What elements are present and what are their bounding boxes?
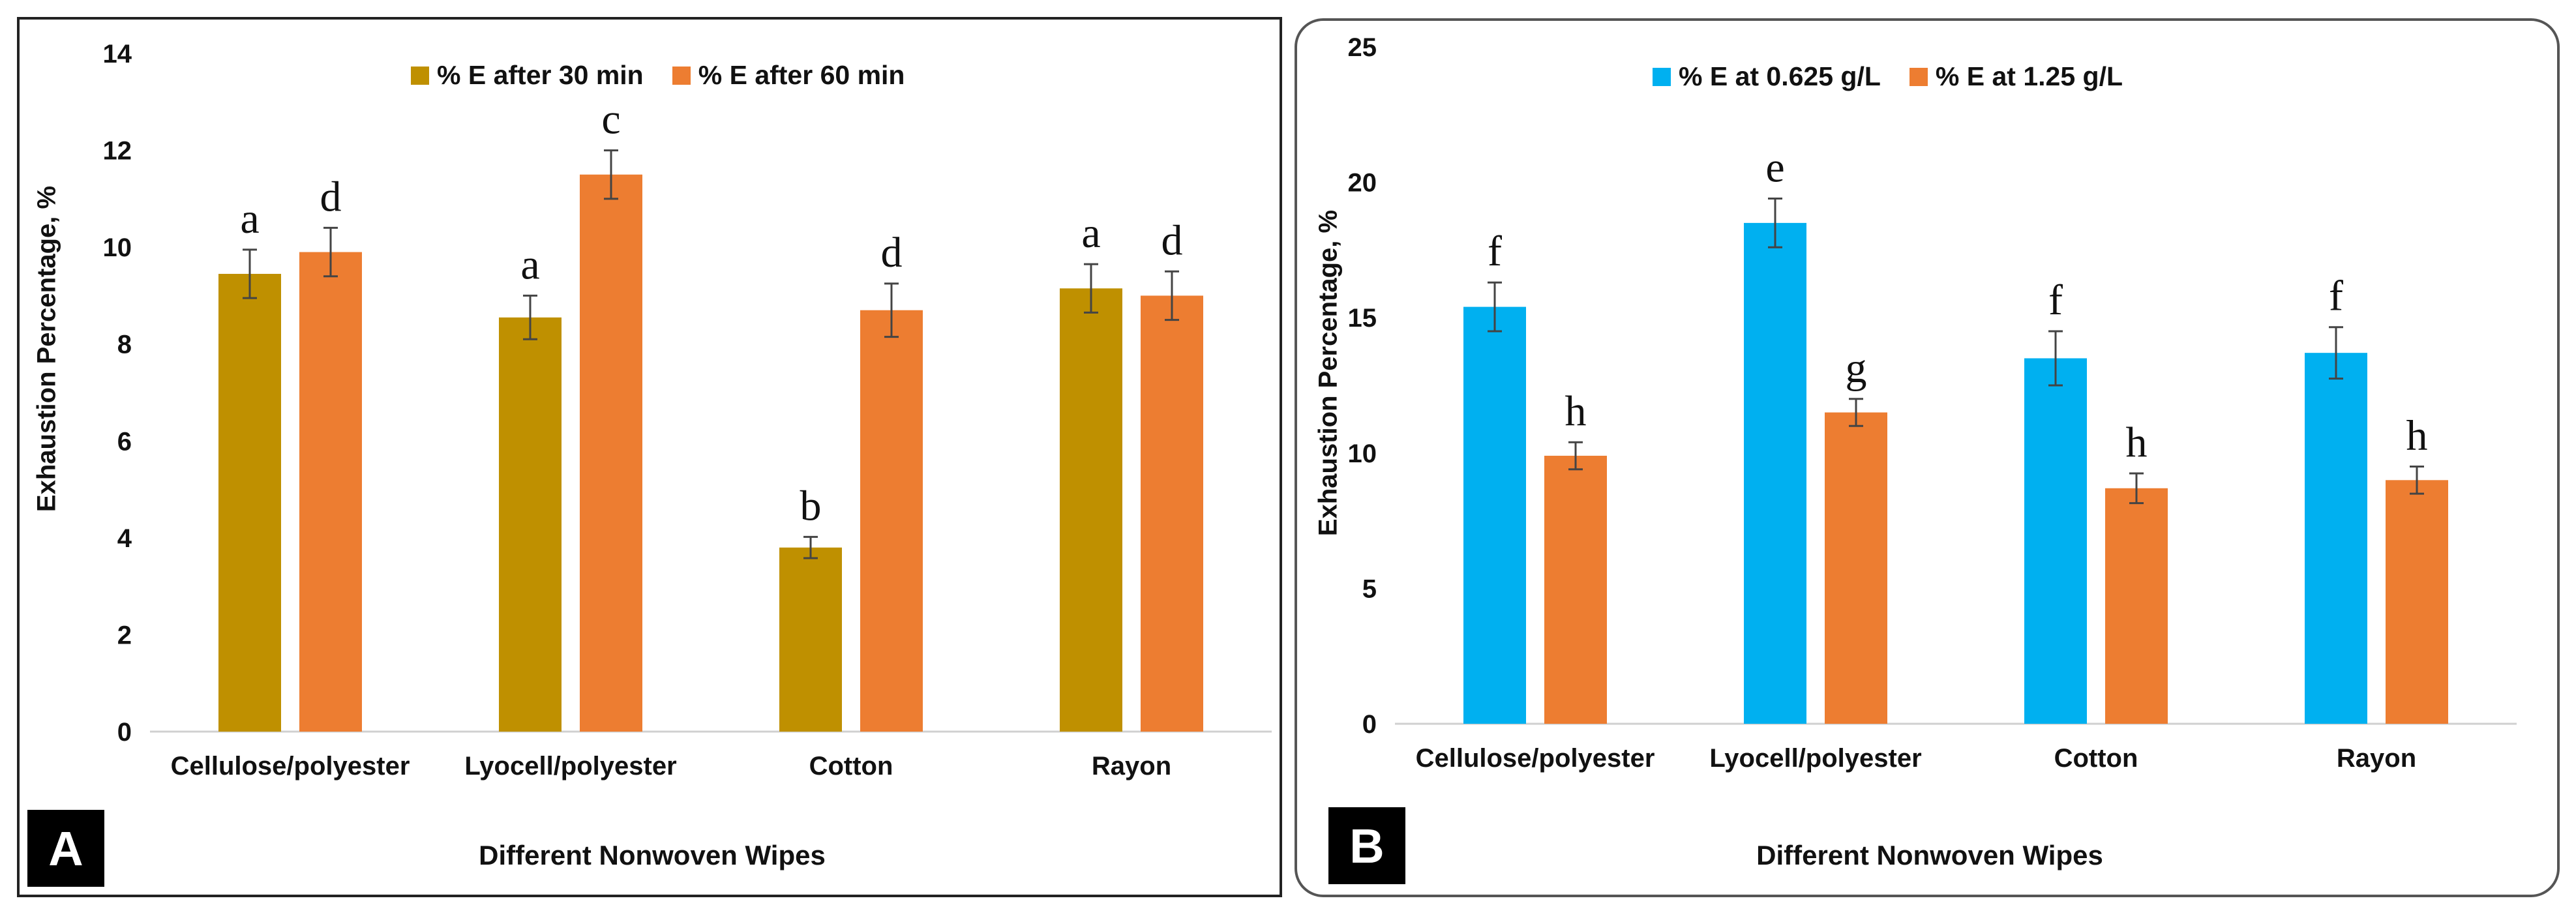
chart-b-y-tick-label-3: 15 bbox=[1348, 304, 1377, 333]
legend-b-label-2: % E at 1.25 g/L bbox=[1935, 61, 2123, 91]
chart-b-significance-letter-s1-c1: f bbox=[1488, 228, 1502, 275]
chart-a-error-bar-s1-c4 bbox=[1084, 263, 1098, 314]
chart-a-bar-s2-c4 bbox=[1141, 295, 1203, 732]
chart-b-y-tick-label-4: 20 bbox=[1348, 169, 1377, 198]
chart-b-bar-s2-c4 bbox=[2386, 480, 2448, 724]
chart-b-error-bar-s2-c2 bbox=[1849, 398, 1863, 427]
chart-a-bar-s2-c2 bbox=[580, 174, 642, 732]
chart-a-category-label-1: Cellulose/polyester bbox=[171, 752, 410, 781]
chart-b-bar-s1-c2 bbox=[1744, 222, 1806, 724]
chart-a-bar-s1-c4 bbox=[1060, 288, 1122, 732]
chart-a-error-bar-s1-c1 bbox=[243, 248, 257, 299]
legend-a-swatch-1 bbox=[411, 66, 429, 85]
chart-b-significance-letter-s2-c3: h bbox=[2126, 419, 2148, 466]
legend-a-label-2: % E after 60 min bbox=[698, 60, 905, 90]
chart-a-significance-letter-s1-c4: a bbox=[1081, 209, 1100, 257]
chart-a-error-bar-s1-c2 bbox=[523, 294, 537, 340]
chart-a-bar-s2-c3 bbox=[860, 310, 923, 732]
chart-a-y-tick-label-6: 12 bbox=[103, 137, 132, 166]
chart-a-y-tick-label-3: 6 bbox=[117, 427, 132, 456]
chart-a-error-bar-s2-c1 bbox=[323, 226, 338, 278]
legend-a-swatch-2 bbox=[672, 66, 691, 85]
chart-a-significance-letter-s1-c1: a bbox=[240, 195, 259, 243]
chart-a-significance-letter-s1-c2: a bbox=[520, 241, 539, 288]
chart-b-significance-letter-s1-c2: e bbox=[1765, 144, 1784, 192]
chart-b-svg: 0 5 10 15 20 25 f h Cellulose/polyester e g Lyocell… bbox=[1348, 33, 2517, 773]
chart-a-error-bar-s2-c4 bbox=[1165, 270, 1179, 321]
legend-b-item-1: % E at 0.625 g/L bbox=[1653, 61, 1881, 92]
chart-a-bar-s2-c1 bbox=[299, 252, 362, 732]
chart-panel-b: 0 5 10 15 20 25 f h Cellulose/polyester e g Lyocell… bbox=[1295, 18, 2560, 897]
panel-label-a: A bbox=[27, 810, 104, 887]
panel-label-b: B bbox=[1328, 807, 1405, 884]
legend-a: % E after 30 min % E after 60 min bbox=[411, 60, 905, 91]
chart-a-significance-letter-s2-c3: d bbox=[881, 229, 903, 276]
legend-b-swatch-1 bbox=[1653, 67, 1671, 86]
chart-b-y-tick-label-0: 0 bbox=[1362, 710, 1377, 739]
chart-b-y-tick-label-5: 25 bbox=[1348, 33, 1377, 62]
chart-b-significance-letter-s2-c4: h bbox=[2406, 412, 2428, 460]
chart-b-y-tick-label-2: 10 bbox=[1348, 439, 1377, 468]
chart-b-bar-s2-c1 bbox=[1544, 455, 1607, 724]
chart-b-category-label-4: Rayon bbox=[2337, 744, 2416, 773]
chart-b-significance-letter-s2-c2: g bbox=[1846, 344, 1867, 392]
chart-b-y-tick-label-1: 5 bbox=[1362, 574, 1377, 603]
chart-a-y-tick-label-7: 14 bbox=[103, 40, 132, 68]
chart-a-significance-letter-s2-c1: d bbox=[320, 173, 342, 220]
chart-b-significance-letter-s2-c1: h bbox=[1565, 387, 1587, 435]
chart-b-error-bar-s2-c4 bbox=[2410, 466, 2424, 495]
chart-a-category-label-2: Lyocell/polyester bbox=[464, 752, 676, 781]
chart-a-bar-s1-c3 bbox=[779, 547, 842, 732]
y-axis-title-a: Exhaustion Percentage, % bbox=[32, 185, 61, 513]
chart-a-significance-letter-s2-c2: c bbox=[601, 96, 620, 143]
chart-b-bar-s1-c4 bbox=[2305, 353, 2367, 724]
chart-a-y-tick-label-0: 0 bbox=[117, 718, 132, 747]
chart-b-error-bar-s1-c3 bbox=[2048, 330, 2063, 387]
legend-a-label-1: % E after 30 min bbox=[437, 60, 644, 90]
chart-b-error-bar-s1-c2 bbox=[1768, 198, 1782, 248]
legend-b-swatch-2 bbox=[1909, 67, 1928, 86]
chart-b-error-bar-s2-c3 bbox=[2129, 472, 2144, 505]
chart-b-category-label-1: Cellulose/polyester bbox=[1416, 744, 1655, 773]
chart-b-error-bar-s1-c1 bbox=[1488, 281, 1502, 333]
chart-a-y-tick-label-5: 10 bbox=[103, 233, 132, 262]
chart-a-significance-letter-s2-c4: d bbox=[1161, 216, 1183, 264]
chart-b-significance-letter-s1-c3: f bbox=[2048, 276, 2063, 324]
chart-panel-a: 0 2 4 6 8 10 12 14 a d Cellulose/polyester a c Lyocel… bbox=[17, 17, 1282, 897]
chart-a-y-tick-label-1: 2 bbox=[117, 621, 132, 649]
legend-b-item-2: % E at 1.25 g/L bbox=[1909, 61, 2123, 92]
chart-b-error-bar-s1-c4 bbox=[2329, 326, 2343, 380]
legend-b-label-1: % E at 0.625 g/L bbox=[1679, 61, 1881, 91]
legend-b: % E at 0.625 g/L % E at 1.25 g/L bbox=[1653, 61, 2123, 92]
chart-a-category-label-4: Rayon bbox=[1092, 752, 1171, 781]
chart-a-y-tick-label-2: 4 bbox=[117, 524, 132, 553]
chart-b-bar-s2-c2 bbox=[1825, 412, 1887, 724]
chart-a-error-bar-s2-c2 bbox=[604, 149, 618, 200]
chart-a-significance-letter-s1-c3: b bbox=[800, 482, 822, 529]
x-axis-title-a: Different Nonwoven Wipes bbox=[479, 840, 826, 870]
chart-a-category-label-3: Cotton bbox=[809, 752, 893, 781]
chart-b-category-label-3: Cotton bbox=[2054, 744, 2138, 773]
chart-b-category-label-2: Lyocell/polyester bbox=[1709, 744, 1921, 773]
x-axis-title-b: Different Nonwoven Wipes bbox=[1756, 840, 2103, 870]
y-axis-title-b: Exhaustion Percentage, % bbox=[1313, 209, 1343, 537]
chart-a-error-bar-s2-c3 bbox=[884, 282, 899, 338]
chart-b-significance-letter-s1-c4: f bbox=[2329, 273, 2343, 320]
legend-a-item-2: % E after 60 min bbox=[672, 60, 905, 91]
chart-a-y-tick-label-4: 8 bbox=[117, 331, 132, 359]
legend-a-item-1: % E after 30 min bbox=[411, 60, 644, 91]
chart-b-bar-s1-c3 bbox=[2024, 358, 2087, 724]
chart-a-bar-s1-c1 bbox=[218, 274, 281, 732]
chart-b-error-bar-s2-c1 bbox=[1568, 441, 1583, 471]
chart-a-bar-s1-c2 bbox=[499, 317, 562, 732]
chart-a-error-bar-s1-c3 bbox=[803, 535, 818, 559]
chart-a-svg: 0 2 4 6 8 10 12 14 a d Cellulose/polyester a c Lyocel… bbox=[103, 40, 1272, 781]
chart-b-bar-s1-c1 bbox=[1463, 306, 1526, 724]
chart-b-bar-s2-c3 bbox=[2105, 488, 2168, 724]
